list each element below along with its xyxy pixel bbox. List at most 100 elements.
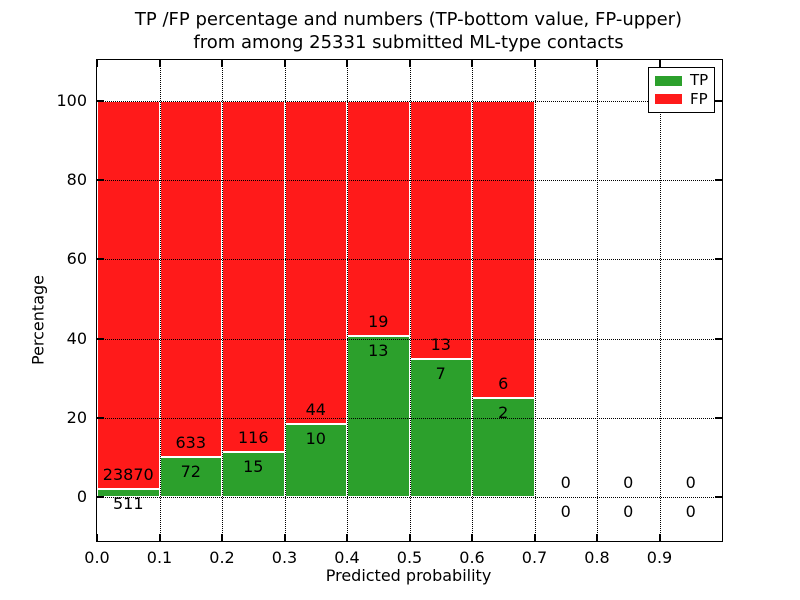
ytick-left-40	[97, 337, 104, 340]
tp-count-label-0.6: 2	[498, 403, 509, 423]
xtick-top-0.4	[346, 60, 348, 67]
xtick-bottom-0.6	[471, 534, 473, 541]
fp-count-label-0.7: 0	[560, 473, 571, 493]
tp-count-label-0.1: 72	[180, 461, 201, 481]
ytick-left-0	[97, 496, 104, 499]
xtick-top-0.1	[158, 60, 161, 67]
gridline-x-0.8	[597, 60, 598, 541]
xtick-top-0.2	[221, 60, 223, 67]
gridline-x-0.5	[409, 60, 411, 541]
xtick-top-0.7	[533, 60, 536, 67]
tp-count-label-0.7: 0	[560, 502, 571, 522]
xtick-label-0.3: 0.3	[271, 548, 298, 567]
fp-count-label-0.8: 0	[623, 473, 634, 493]
xtick-label-0.8: 0.8	[584, 548, 610, 567]
xtick-top-0.9	[658, 60, 661, 67]
ytick-label-100: 100	[56, 90, 87, 110]
xtick-label-0.1: 0.1	[146, 548, 173, 567]
xtick-label-0.4: 0.4	[334, 548, 360, 567]
tp-count-label-0.5: 7	[435, 363, 446, 383]
ytick-right-60	[715, 258, 722, 261]
tp-count-label-0.2: 15	[243, 456, 264, 476]
fp-count-label-0.9: 0	[685, 473, 696, 493]
xtick-bottom-0.5	[408, 534, 411, 541]
ytick-right-100	[715, 99, 722, 102]
bar-fp-0.1	[159, 100, 222, 457]
xtick-top-0.5	[408, 60, 411, 67]
fp-count-label-0.1: 633	[175, 432, 207, 452]
tp-count-label-0.0: 511	[112, 494, 144, 514]
ytick-left-60	[97, 258, 104, 261]
xtick-bottom-0.2	[221, 534, 223, 541]
gridline-x-0.9	[659, 60, 661, 541]
fp-count-label-0.2: 116	[237, 427, 269, 447]
xtick-bottom-0.7	[533, 534, 536, 541]
tp-count-label-0.4: 13	[368, 341, 389, 361]
xtick-bottom-0.3	[283, 534, 286, 541]
tp-count-label-0.3: 10	[305, 428, 326, 448]
xtick-bottom-0.8	[596, 534, 598, 541]
fp-count-label-0.0: 23870	[102, 465, 154, 485]
xtick-label-0.7: 0.7	[521, 548, 548, 567]
gridline-x-0.1	[159, 60, 161, 541]
bar-fp-0.0	[97, 100, 160, 490]
ytick-right-0	[715, 496, 722, 499]
legend-entry-fp: FP	[655, 89, 708, 108]
legend-label-fp: FP	[690, 89, 708, 108]
ytick-left-20	[97, 417, 104, 420]
bar-tp-0.1	[159, 456, 222, 498]
ytick-right-40	[715, 337, 722, 340]
xtick-bottom-0.9	[658, 534, 661, 541]
xtick-top-0.6	[471, 60, 473, 67]
fp-count-label-0.3: 44	[305, 399, 326, 419]
xtick-label-0.0: 0.0	[84, 548, 110, 567]
xtick-label-0.6: 0.6	[459, 548, 485, 567]
plot-area: 23870 511 633 72 116 15 44 10 19 13 13 7 6 2 0 0 0 0 0 0 0 20…	[56, 59, 723, 567]
bar-tp-0.0	[97, 489, 160, 498]
gridline-x-0.4	[347, 60, 348, 541]
gridline-x-0.3	[284, 60, 286, 541]
ytick-label-20: 20	[66, 408, 87, 428]
legend-swatch-tp	[655, 75, 682, 86]
xtick-bottom-0.4	[346, 534, 348, 541]
legend-swatch-fp	[655, 94, 682, 105]
bar-fp-0.6	[472, 100, 535, 399]
ytick-label-40: 40	[66, 328, 87, 348]
ytick-right-80	[715, 179, 722, 182]
fp-count-label-0.5: 13	[430, 334, 451, 354]
bar-tp-0.4	[347, 336, 410, 498]
bar-fp-0.2	[222, 100, 285, 452]
xtick-label-0.9: 0.9	[646, 548, 673, 567]
y-axis-label: Percentage	[28, 274, 48, 366]
ytick-label-0: 0	[76, 487, 87, 507]
x-axis-label: Predicted probability	[325, 566, 492, 585]
bar-tp-0.2	[222, 451, 285, 498]
xtick-top-0.8	[596, 60, 598, 67]
bar-fp-0.5	[409, 100, 472, 359]
xtick-bottom-0.0	[96, 534, 98, 541]
tp-count-label-0.9: 0	[685, 502, 696, 522]
ytick-right-20	[715, 417, 722, 420]
chart-title: TP /FP percentage and numbers (TP-bottom…	[96, 8, 721, 54]
gridline-x-0.2	[222, 60, 223, 541]
legend-entry-tp: TP	[655, 73, 708, 88]
xtick-bottom-0.1	[158, 534, 161, 541]
bar-tp-0.6	[472, 398, 535, 498]
chart-title-line1: TP /FP percentage and numbers (TP-bottom…	[134, 9, 683, 30]
bar-tp-0.5	[409, 358, 472, 498]
ytick-label-80: 80	[66, 170, 87, 190]
legend-label-tp: TP	[690, 71, 709, 90]
xtick-top-0.3	[283, 60, 286, 67]
chart-title-line2: from among 25331 submitted ML-type conta…	[193, 32, 624, 53]
bar-fp-0.3	[284, 100, 347, 424]
bar-fp-0.4	[347, 100, 410, 337]
xtick-label-0.2: 0.2	[209, 548, 235, 567]
legend: TP FP	[648, 67, 715, 113]
gridline-x-0.6	[472, 60, 473, 541]
fp-count-label-0.6: 6	[498, 374, 509, 394]
ytick-left-100	[97, 99, 104, 102]
ytick-label-60: 60	[66, 249, 87, 269]
gridline-x-0.7	[534, 60, 536, 541]
xtick-label-0.5: 0.5	[396, 548, 423, 567]
